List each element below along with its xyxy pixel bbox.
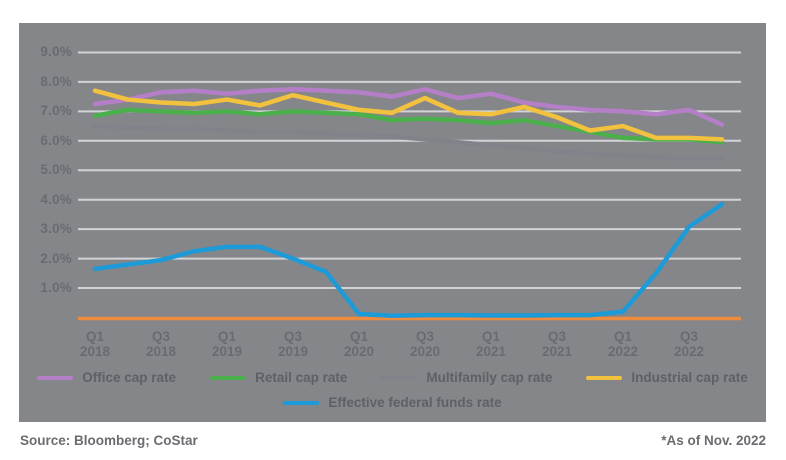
x-tick-quarter: Q1 (217, 329, 236, 344)
x-tick-year: 2021 (475, 344, 507, 359)
legend-swatch-industrial (586, 375, 623, 380)
x-tick-year: 2019 (277, 344, 309, 359)
series-line-fed (92, 201, 725, 318)
legend-item-industrial: Industrial cap rate (586, 370, 748, 385)
chart-panel (19, 23, 766, 422)
x-tick-label: Q3 2022 (665, 329, 713, 359)
y-tick-label: 3.0% (40, 221, 72, 237)
x-tick-year: 2019 (211, 344, 243, 359)
x-tick-quarter: Q1 (613, 329, 632, 344)
x-tick-year: 2021 (541, 344, 573, 359)
x-tick-label: Q3 2018 (137, 329, 185, 359)
x-tick-label: Q1 2021 (467, 329, 515, 359)
y-tick-label: 1.0% (40, 280, 72, 296)
x-tick-year: 2022 (607, 344, 639, 359)
series-line-office (92, 87, 725, 127)
x-tick-quarter: Q1 (481, 329, 500, 344)
x-tick-year: 2020 (343, 344, 375, 359)
series-line-multifamily (92, 123, 725, 161)
legend-label-fed: Effective federal funds rate (328, 395, 502, 410)
legend-swatch-office (37, 375, 74, 380)
legend-swatch-fed (283, 400, 320, 405)
series-line-industrial (92, 88, 725, 142)
y-tick-label: 7.0% (40, 103, 72, 119)
x-tick-year: 2018 (79, 344, 111, 359)
legend-label-industrial: Industrial cap rate (631, 370, 748, 385)
x-tick-quarter: Q3 (415, 329, 434, 344)
series-lines-group (92, 87, 725, 318)
x-tick-quarter: Q3 (679, 329, 698, 344)
legend-item-fed: Effective federal funds rate (283, 395, 502, 410)
x-tick-year: 2022 (673, 344, 705, 359)
legend-row-2: Effective federal funds rate (19, 395, 766, 410)
legend-row-1: Office cap rate Retail cap rate Multifamil… (19, 370, 766, 385)
y-tick-label: 4.0% (40, 191, 72, 207)
x-tick-label: Q1 2018 (71, 329, 119, 359)
asof-note-text: *As of Nov. 2022 (661, 433, 766, 448)
legend-item-office: Office cap rate (37, 370, 176, 385)
legend-item-retail: Retail cap rate (210, 370, 347, 385)
legend-label-office: Office cap rate (82, 370, 177, 385)
legend-item-multifamily: Multifamily cap rate (381, 370, 552, 385)
y-tick-label: 8.0% (40, 73, 72, 89)
x-tick-label: Q3 2021 (533, 329, 581, 359)
x-tick-year: 2020 (409, 344, 441, 359)
x-tick-year: 2018 (145, 344, 177, 359)
source-text: Source: Bloomberg; CoStar (20, 433, 198, 448)
x-tick-quarter: Q1 (85, 329, 104, 344)
x-tick-label: Q1 2019 (203, 329, 251, 359)
legend-label-multifamily: Multifamily cap rate (426, 370, 553, 385)
y-tick-label: 9.0% (40, 44, 72, 60)
series-line-retail (92, 107, 725, 145)
x-tick-label: Q1 2022 (599, 329, 647, 359)
x-tick-quarter: Q3 (151, 329, 170, 344)
y-tick-label: 2.0% (40, 250, 72, 266)
x-tick-label: Q1 2020 (335, 329, 383, 359)
y-tick-label: 6.0% (40, 132, 72, 148)
legend-swatch-multifamily (381, 375, 418, 380)
x-tick-label: Q3 2020 (401, 329, 449, 359)
x-tick-label: Q3 2019 (269, 329, 317, 359)
x-tick-quarter: Q1 (349, 329, 368, 344)
legend-swatch-retail (210, 375, 247, 380)
x-tick-quarter: Q3 (283, 329, 302, 344)
y-tick-label: 5.0% (40, 162, 72, 178)
legend-label-retail: Retail cap rate (255, 370, 348, 385)
x-tick-quarter: Q3 (547, 329, 566, 344)
